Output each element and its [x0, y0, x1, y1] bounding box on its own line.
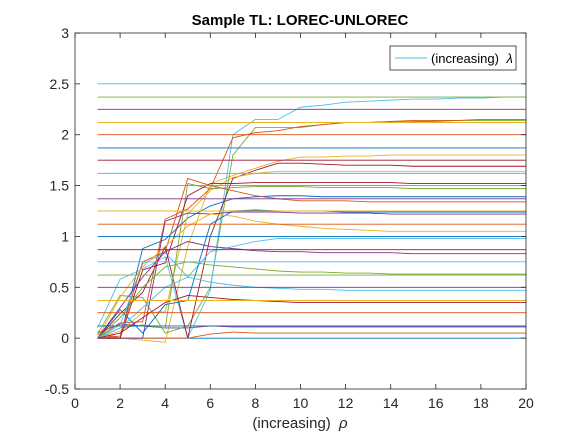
y-tick-label: 0.5 — [50, 279, 70, 295]
series-line-11 — [97, 211, 526, 339]
x-axis-ticks: 0 2 4 6 8 10 12 14 16 18 20 — [71, 33, 534, 411]
series-line-13 — [97, 238, 526, 339]
y-tick-label: 0 — [61, 330, 69, 346]
series-line-6 — [97, 96, 526, 340]
x-tick-label: 20 — [518, 395, 534, 411]
series-line-20 — [97, 276, 526, 339]
x-tick-label: 6 — [206, 395, 214, 411]
series-line-21 — [97, 294, 526, 339]
x-tick-label: 2 — [116, 395, 124, 411]
series-line-17 — [97, 213, 526, 339]
series-line-8 — [97, 195, 526, 339]
legend: (increasing) λ — [389, 45, 517, 71]
chart-title: Sample TL: LOREC-UNLOREC — [192, 12, 409, 29]
series-line-16 — [97, 177, 526, 339]
series-line-9 — [97, 119, 526, 339]
x-tick-label: 0 — [71, 395, 79, 411]
x-tick-label: 4 — [161, 395, 169, 411]
legend-entry-symbol: λ — [506, 51, 513, 66]
series-line-4 — [97, 323, 526, 334]
legend-entry: (increasing) λ — [431, 51, 513, 66]
y-axis-ticks: -0.5 0 0.5 1 1.5 2 2.5 3 — [45, 25, 526, 397]
x-axis-label: (increasing) ρ — [252, 415, 348, 432]
legend-entry-label: (increasing) — [431, 51, 499, 66]
series-line-14 — [97, 182, 526, 339]
y-tick-label: -0.5 — [45, 381, 69, 397]
x-tick-label: 8 — [252, 395, 260, 411]
y-tick-label: 1 — [61, 228, 69, 244]
y-tick-label: 3 — [61, 25, 69, 41]
x-tick-label: 16 — [428, 395, 444, 411]
x-tick-label: 14 — [383, 395, 399, 411]
y-tick-label: 2 — [61, 127, 69, 143]
series-line-2 — [97, 331, 526, 339]
series-layer — [97, 83, 526, 343]
x-tick-label: 18 — [473, 395, 489, 411]
x-tick-label: 12 — [338, 395, 354, 411]
x-axis-label-symbol: ρ — [338, 415, 348, 432]
series-line-10 — [97, 170, 526, 339]
series-line-19 — [97, 261, 526, 339]
y-tick-label: 1.5 — [50, 178, 70, 194]
y-tick-label: 2.5 — [50, 76, 70, 92]
x-axis-label-text: (increasing) — [252, 415, 330, 432]
x-tick-label: 10 — [293, 395, 309, 411]
